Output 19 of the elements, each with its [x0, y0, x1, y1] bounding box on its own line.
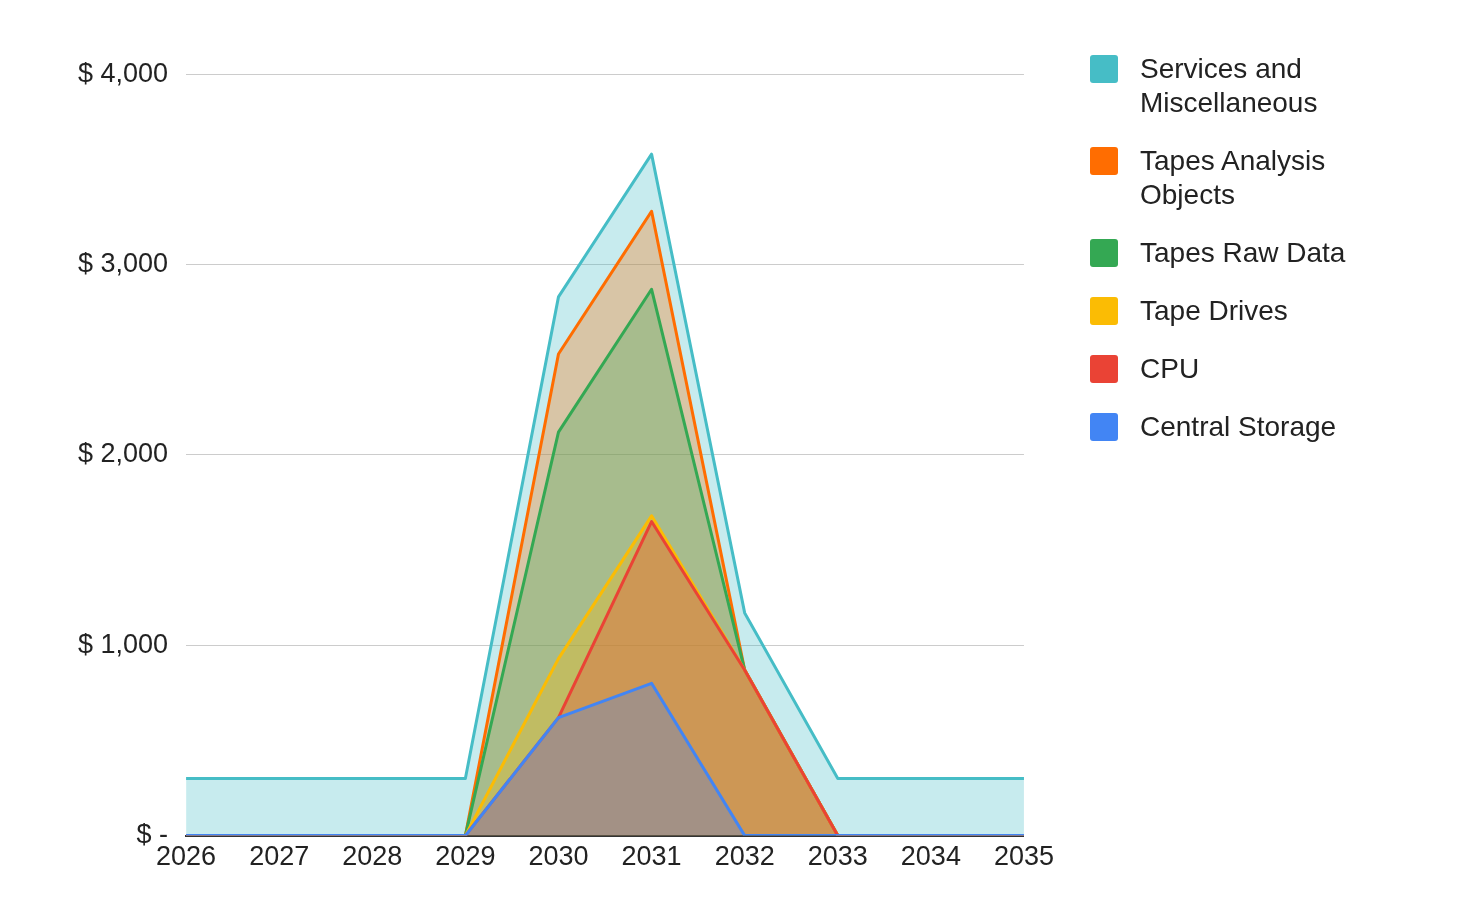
y-tick-label: $ 1,000 [77, 628, 169, 659]
legend-label: CPU [1140, 352, 1200, 386]
x-tick-label: 2031 [621, 841, 682, 872]
legend-label: Tapes Raw Data [1140, 236, 1346, 270]
x-tick-label: 2027 [249, 841, 310, 872]
y-tick-label: $ 2,000 [77, 438, 169, 469]
legend-label: Tapes Analysis Objects [1140, 144, 1327, 212]
legend-label: Services and Miscellaneous [1140, 52, 1319, 120]
y-tick-label: $ 3,000 [77, 248, 169, 278]
x-tick-label: 2033 [807, 841, 868, 872]
y-tick-label: $ 4,000 [77, 57, 169, 88]
x-tick-label: 2032 [714, 841, 775, 872]
x-tick-label: 2029 [435, 841, 496, 872]
legend-label: Central Storage [1140, 410, 1337, 444]
x-tick-label: 2028 [342, 841, 403, 872]
x-tick-label: 2030 [528, 841, 589, 872]
legend-label: Tape Drives [1140, 294, 1288, 328]
x-tick-label: 2034 [900, 841, 961, 872]
x-tick-label: 2035 [993, 841, 1055, 872]
